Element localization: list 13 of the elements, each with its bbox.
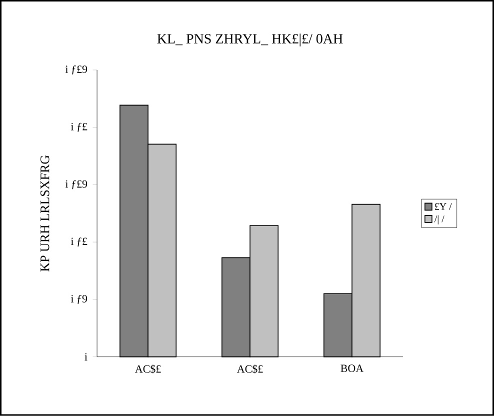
- text: i ƒ9: [70, 295, 88, 304]
- text: i: [84, 353, 88, 361]
- legend-label: /| /: [434, 215, 444, 224]
- text: i ƒ£: [70, 123, 88, 132]
- text: i ƒ£9: [65, 66, 88, 75]
- x-tick-label: AC$£: [135, 364, 161, 374]
- text: i ƒ£9: [65, 180, 88, 190]
- text: i ƒ£: [70, 238, 88, 247]
- x-tick-label: AC$£: [236, 364, 263, 374]
- x-tick-label: BOA: [340, 364, 364, 372]
- legend-label: £Y /: [434, 203, 452, 210]
- y-axis-title: KP URH LRLSXFRG: [40, 155, 50, 272]
- chart-title: KL_ PNS ZHRYL_ HK£|£/ 0AH: [157, 34, 343, 47]
